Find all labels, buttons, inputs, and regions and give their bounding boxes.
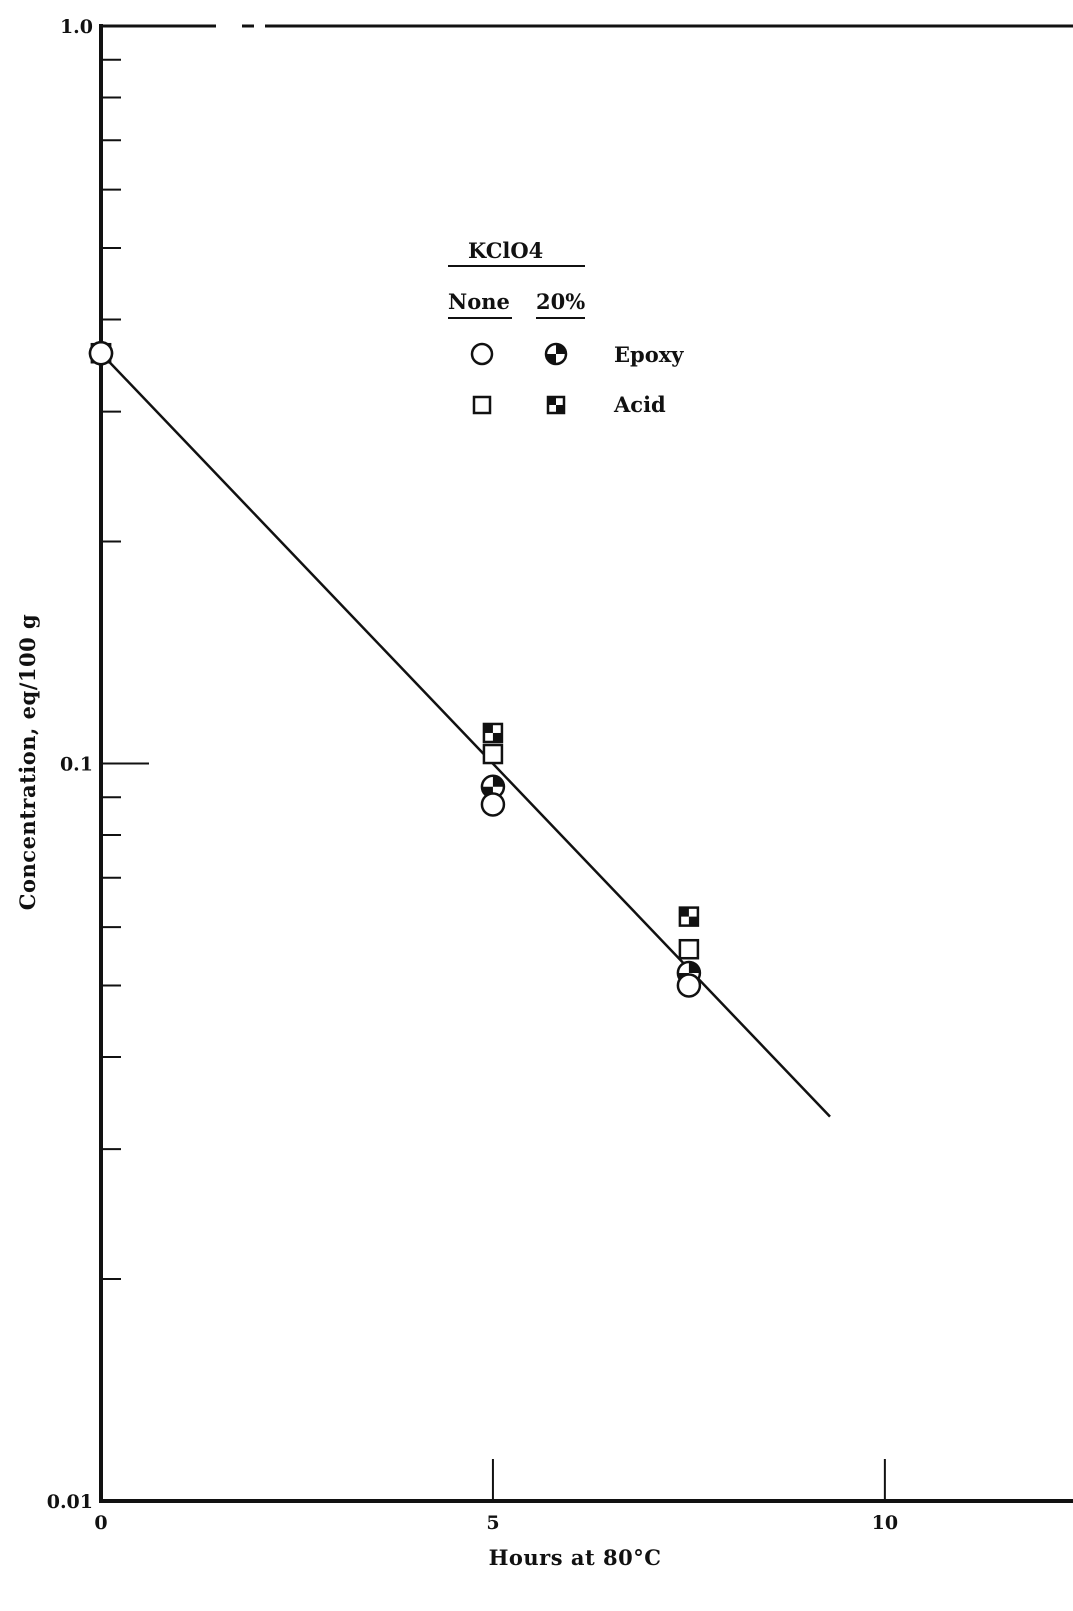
open-circle-marker	[88, 340, 114, 366]
circle-fill-quadrant	[546, 354, 556, 364]
y-tick-label: 0.1	[60, 754, 93, 776]
circle-fill-quadrant	[492, 775, 504, 787]
circle-fill-quadrant	[556, 344, 566, 354]
legend-marker-none	[472, 395, 492, 415]
square-fill-quadrant	[556, 405, 564, 413]
data-point-acid_none	[482, 743, 504, 765]
data-point-epoxy_20	[480, 774, 506, 799]
square-fill-quadrant	[492, 732, 502, 742]
open-square-marker	[482, 743, 504, 765]
square-fill-quadrant	[483, 723, 493, 733]
x-tick-label: 10	[872, 1512, 898, 1534]
open-circle-marker	[676, 973, 702, 998]
y-tick-label: 0.01	[47, 1491, 93, 1513]
fit-line	[100, 352, 831, 1118]
open-circle-marker	[480, 792, 506, 817]
y-axis-label: Concentration, eq/100 g	[15, 614, 40, 910]
legend-label-acid: Acid	[613, 392, 666, 417]
legend-title: KClO4	[468, 238, 543, 263]
legend-marker-20pct	[546, 395, 566, 415]
x-axis-label: Hours at 80°C	[489, 1545, 662, 1570]
legend-marker-20pct	[544, 342, 568, 366]
open-circle-marker	[470, 342, 494, 366]
open-square-marker	[678, 938, 700, 960]
legend-column-header-20pct: 20%	[536, 289, 585, 314]
open-square-marker	[472, 395, 492, 415]
x-tick-label: 0	[94, 1512, 107, 1534]
square-fill-quadrant	[548, 397, 556, 405]
fit-layer	[100, 352, 831, 1118]
legend-markers	[470, 342, 568, 415]
legend-label-epoxy: Epoxy	[614, 342, 684, 367]
data-point-epoxy_none	[480, 792, 506, 817]
legend-column-header-none: None	[448, 289, 510, 314]
circle-fill-quadrant	[688, 961, 700, 973]
data-point-acid_none	[678, 938, 700, 960]
ticks-layer: 1.0 0.1 0.010 5 10	[47, 16, 898, 1534]
square-fill-quadrant	[679, 907, 689, 917]
data-point-epoxy_none	[88, 340, 114, 366]
legend-marker-none	[470, 342, 494, 366]
square-fill-quadrant	[688, 916, 698, 926]
legend: KClO4 None 20% Epoxy Acid	[448, 238, 684, 417]
x-tick-label: 5	[486, 1512, 499, 1534]
y-tick-label: 1.0	[60, 16, 93, 38]
data-point-acid_20	[678, 906, 700, 927]
axes-layer	[99, 24, 1073, 1503]
data-point-acid_20	[482, 722, 504, 744]
data-point-epoxy_none	[676, 973, 702, 998]
points-layer	[88, 340, 702, 998]
